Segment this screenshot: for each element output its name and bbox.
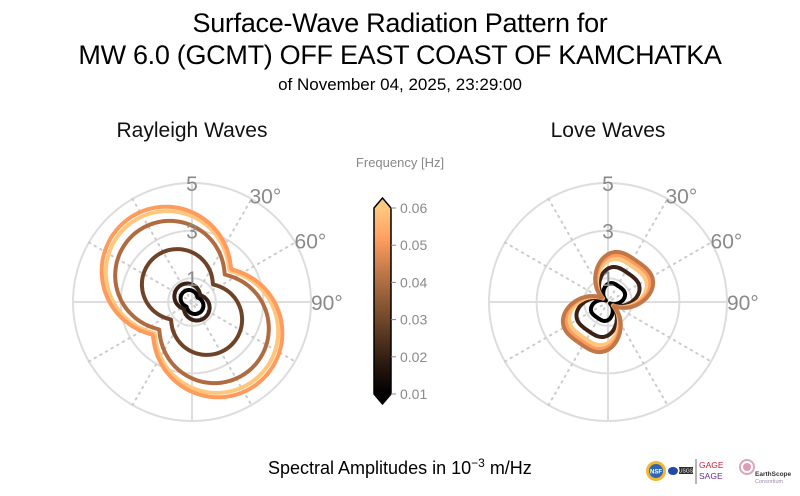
angular-tick-label: 60° — [295, 231, 327, 254]
earthscope-logo-text: EarthScope — [755, 471, 792, 478]
radiation-curve-0.01 — [178, 288, 206, 316]
frequency-colorbar: 0.01 0.02 0.03 0.04 0.05 0.06 — [373, 196, 427, 406]
colorbar-tick-label: 0.03 — [400, 312, 427, 328]
radial-tick-label: 5 — [602, 173, 614, 196]
caption-prefix: Spectral Amplitudes in 10 — [268, 458, 472, 478]
radial-tick-label: 1 — [186, 268, 198, 291]
polar-grid-spoke — [547, 197, 669, 407]
colorbar-tick-label: 0.02 — [400, 349, 427, 365]
rayleigh-polar-plot: 1 3 5 30° 60° 90° — [72, 173, 343, 422]
radiation-curve-0.05 — [99, 204, 285, 400]
angular-tick-label: 30° — [250, 185, 282, 208]
angular-tick-label: 60° — [711, 231, 743, 254]
rayleigh-subplot-title: Rayleigh Waves — [116, 119, 268, 142]
usgs-logo-icon: USGS — [679, 467, 694, 475]
colorbar-tick-label: 0.01 — [400, 386, 427, 402]
gage-logo-text: GAGE — [699, 460, 724, 470]
radial-tick-label: 3 — [186, 221, 198, 244]
angular-tick-label: 90° — [727, 292, 759, 315]
caption-exponent: −3 — [471, 456, 485, 470]
radial-tick-label: 1 — [602, 268, 614, 291]
chart-title-line-2: MW 6.0 (GCMT) OFF EAST COAST OF KAMCHATK… — [78, 40, 722, 70]
angular-tick-label: 90° — [311, 292, 343, 315]
radiation-curve-0.06 — [103, 209, 281, 395]
radiation-curve-0.04 — [560, 249, 656, 355]
amplitude-units-caption: Spectral Amplitudes in 10−3 m/Hz — [268, 456, 532, 479]
colorbar-label: Frequency [Hz] — [355, 155, 445, 170]
radiation-curve-0.03 — [139, 247, 245, 357]
nsf-logo-icon: NSF — [646, 461, 666, 481]
caption-suffix: m/Hz — [484, 458, 532, 478]
sponsor-logos: NSF USGS GAGE SAGE EarthScope Consortium — [646, 459, 792, 485]
radial-tick-label: 5 — [186, 173, 198, 196]
colorbar-tick-label: 0.06 — [400, 200, 427, 216]
consortium-logo-text: Consortium — [755, 479, 784, 485]
nsf-logo-text: NSF — [650, 470, 662, 476]
colorbar-tick-label: 0.04 — [400, 274, 427, 290]
love-subplot-title: Love Waves — [550, 119, 666, 142]
chart-title-line-1: Surface-Wave Radiation Pattern for — [192, 8, 608, 38]
radiation-curve-0.04 — [113, 218, 271, 386]
colorbar-gradient — [374, 208, 391, 394]
radial-tick-label: 3 — [602, 221, 614, 244]
colorbar-extend-min — [374, 394, 391, 404]
radiation-curve-0.02 — [172, 281, 212, 323]
polar-grid-spoke — [131, 197, 253, 407]
colorbar-extend-max — [374, 198, 391, 208]
chart-title-date: of November 04, 2025, 23:29:00 — [278, 75, 522, 94]
love-polar-plot: 1 3 5 30° 60° 90° — [488, 173, 759, 422]
colorbar-tick-label: 0.05 — [400, 237, 427, 253]
angular-tick-label: 30° — [666, 185, 698, 208]
sage-logo-text: SAGE — [699, 471, 723, 481]
earthscope-logo-icon — [739, 459, 755, 475]
usgs-logo-text: USGS — [679, 469, 694, 475]
nasa-logo-icon — [668, 467, 678, 475]
